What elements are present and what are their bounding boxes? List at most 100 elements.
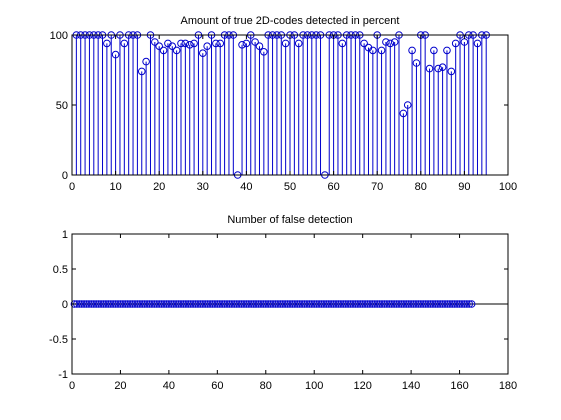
stem-marker (116, 300, 125, 308)
stem-marker (92, 300, 101, 308)
stem-marker (240, 300, 248, 308)
stem-marker (327, 300, 335, 308)
x-tick-label: 100 (499, 181, 517, 193)
stem-marker (370, 300, 379, 308)
stem-marker (215, 300, 224, 308)
x-tick-label: 0 (69, 181, 75, 193)
stem-marker (109, 300, 117, 308)
x-tick-label: 40 (240, 181, 252, 193)
x-tick-label: 50 (284, 181, 296, 193)
stem-marker (174, 300, 183, 308)
stem-marker (341, 300, 350, 308)
stem-marker (300, 300, 309, 308)
stem-marker (298, 300, 306, 308)
stem-marker (429, 300, 437, 308)
stem-marker (294, 39, 303, 48)
stem-marker (283, 300, 292, 308)
stem-marker (238, 41, 246, 49)
stem-marker (291, 300, 299, 308)
stem-marker (218, 300, 226, 308)
stem-marker (230, 300, 239, 308)
stem-marker (208, 300, 217, 308)
stem-marker (395, 300, 403, 308)
stem-marker (390, 38, 399, 46)
stem-marker (360, 39, 368, 48)
stem-marker (361, 300, 369, 308)
stem-marker (344, 300, 352, 308)
stem-marker (235, 300, 243, 308)
chart-top-title: Amount of true 2D-codes detected in perc… (181, 15, 400, 27)
stem-marker (431, 300, 440, 308)
x-tick-label: 90 (458, 181, 470, 193)
x-tick-label: 30 (197, 181, 209, 193)
stem-marker (293, 300, 302, 308)
stem-marker (70, 300, 79, 308)
stem-marker (271, 300, 280, 308)
stem-marker (151, 38, 159, 46)
stem-marker (417, 300, 425, 308)
stem-marker (303, 300, 311, 308)
stem-marker (177, 39, 185, 48)
stem-marker (220, 300, 229, 308)
stem-marker (196, 300, 205, 308)
stem-marker (177, 300, 185, 308)
stem-marker (414, 300, 423, 308)
stem-marker (179, 300, 188, 308)
stem-marker (160, 300, 168, 308)
stem-marker (447, 67, 456, 76)
stem-marker (159, 46, 168, 55)
stem-marker (237, 300, 246, 308)
y-tick-label: -1 (58, 369, 68, 381)
stem-marker (85, 300, 93, 308)
stem-marker (424, 300, 432, 308)
stem-marker (436, 300, 444, 308)
stem-marker (375, 300, 384, 308)
y-tick-label: 100 (50, 30, 68, 42)
x-tick-label: 80 (260, 380, 272, 392)
stem-marker (310, 300, 319, 308)
x-tick-label: 120 (353, 380, 371, 392)
stem-marker (281, 39, 290, 48)
stem-marker (223, 300, 231, 308)
stem-marker (453, 300, 461, 308)
stem-marker (169, 300, 178, 308)
stem-marker (99, 300, 108, 308)
stem-marker (191, 300, 200, 308)
x-tick-label: 80 (415, 181, 427, 193)
stem-marker (448, 300, 457, 308)
chart-top-stems (72, 31, 491, 179)
stem-marker (148, 300, 156, 308)
chart-top-y-ticks: 0 50 100 (50, 30, 508, 182)
x-tick-label: 40 (163, 380, 175, 392)
stem-marker (363, 300, 372, 308)
stem-marker (155, 300, 163, 308)
stem-marker (87, 300, 96, 308)
stem-marker (137, 67, 146, 76)
stem-marker (373, 300, 382, 308)
stem-marker (260, 48, 268, 56)
x-tick-label: 70 (371, 181, 383, 193)
stem-marker (247, 300, 256, 308)
stem-marker (257, 300, 265, 308)
stem-marker (281, 300, 289, 308)
stem-marker (425, 64, 434, 73)
stem-marker (190, 39, 198, 48)
stem-marker (212, 39, 220, 48)
stem-marker (443, 46, 451, 55)
stem-marker (126, 300, 134, 308)
stem-marker (403, 101, 412, 109)
stem-marker (199, 49, 207, 58)
stem-marker (157, 300, 166, 308)
x-tick-label: 140 (402, 380, 420, 392)
stem-marker (254, 300, 263, 308)
x-tick-label: 10 (109, 181, 121, 193)
stem-marker (322, 300, 331, 308)
stem-marker (245, 300, 253, 308)
stem-marker (276, 300, 285, 308)
stem-marker (404, 300, 413, 308)
stem-marker (443, 300, 452, 308)
stem-marker (286, 300, 294, 308)
x-tick-label: 60 (327, 181, 339, 193)
stem-marker (136, 300, 144, 308)
stem-marker (400, 300, 408, 308)
